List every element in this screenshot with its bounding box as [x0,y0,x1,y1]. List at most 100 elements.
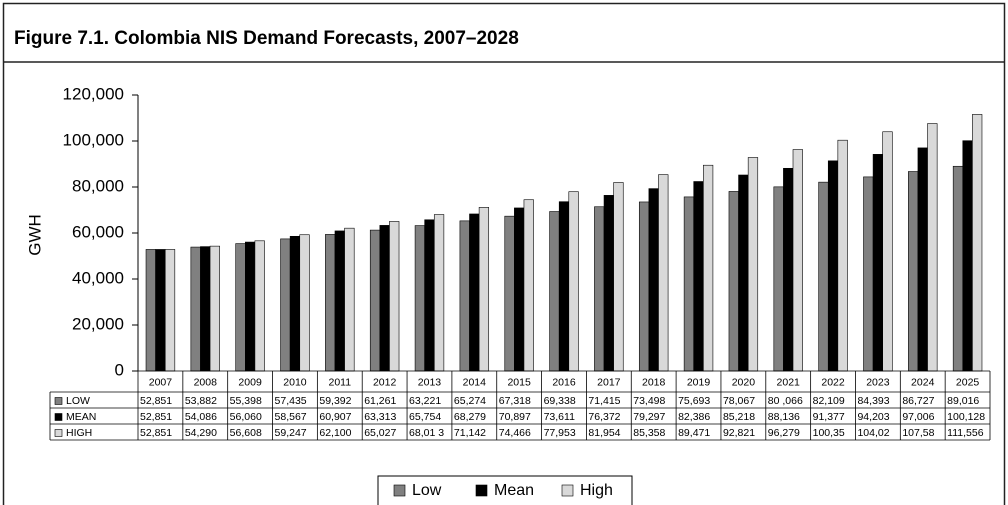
table-cell: 65,027 [364,427,396,439]
bar [459,220,470,372]
table-cell: 79,297 [633,411,665,423]
table-cell: 71,415 [588,395,620,407]
x-tick-label: 2023 [866,376,890,388]
table-cell: 67,318 [499,395,531,407]
table-cell: 70,897 [499,411,531,423]
table-cell: 88,136 [768,411,800,423]
bar [200,246,211,372]
bar [952,165,964,372]
x-tick-label: 2016 [552,376,576,388]
y-tick-label: 60,000 [72,222,124,241]
table-key [54,397,63,405]
y-tick-label: 100,000 [63,130,124,149]
bar [863,176,874,372]
table-cell: 61,261 [364,395,396,407]
legend-label: Mean [494,482,534,499]
x-tick-label: 2017 [597,376,621,388]
x-tick-label: 2013 [418,376,442,388]
y-tick-label: 0 [115,360,124,379]
table-cell: 96,279 [768,427,800,439]
x-tick-label: 2021 [777,376,801,388]
bar [245,241,256,372]
table-cell: 59,247 [275,427,307,439]
bar [908,171,919,372]
y-tick-label: 120,000 [63,84,124,103]
table-cell: 68,279 [454,411,486,423]
table-cell: 85,358 [633,427,665,439]
bar [414,225,425,372]
table-cell: 56,060 [230,411,262,423]
legend-swatch [561,484,574,497]
table-row-label: MEAN [66,411,96,423]
table-cell: 100,35 [813,427,845,439]
x-tick-label: 2024 [911,376,935,388]
table-cell: 80 ,066 [768,395,803,407]
x-tick-label: 2014 [463,376,487,388]
bar [568,191,579,372]
table-cell: 89,016 [947,395,979,407]
legend-swatch [475,484,488,497]
legend-swatch [393,484,406,497]
x-tick-label: 2009 [238,376,262,388]
x-tick-label: 2022 [821,376,845,388]
bar [738,174,749,372]
bar [962,140,973,372]
bar [648,188,659,372]
table-cell: 58,567 [275,411,307,423]
table-cell: 73,611 [544,411,575,423]
table-cell: 86,727 [902,395,934,407]
table-row-label: HIGH [66,427,92,439]
bar [818,181,829,372]
x-tick-label: 2025 [956,376,980,388]
table-cell: 82,386 [678,411,710,423]
x-tick-label: 2008 [194,376,218,388]
bar [504,215,515,372]
x-tick-label: 2015 [507,376,531,388]
bar [882,131,893,372]
table-cell: 54,086 [185,411,217,423]
y-axis-label: GWH [25,214,44,256]
bar [613,182,624,372]
x-tick-label: 2020 [732,376,756,388]
table-cell: 54,290 [185,427,217,439]
x-tick-label: 2010 [283,376,307,388]
bar [773,186,784,372]
x-tick-label: 2007 [149,376,173,388]
table-cell: 97,006 [902,411,934,423]
table-cell: 84,393 [857,395,889,407]
bar [514,207,525,372]
table-cell: 76,372 [588,411,620,423]
y-tick-label: 20,000 [72,314,124,333]
table-cell: 77,953 [544,427,576,439]
bar [379,225,390,372]
x-tick-label: 2012 [373,376,397,388]
bar [728,191,739,372]
bar [693,181,704,372]
legend-box [377,475,633,505]
bar [190,246,201,372]
bar [792,149,803,372]
y-tick-label: 80,000 [72,176,124,195]
table-cell: 91,377 [813,411,845,423]
bar [872,154,883,372]
table-cell: 78,067 [723,395,755,407]
bar [389,221,400,372]
table-cell: 65,754 [409,411,441,423]
legend-label: Low [412,482,442,499]
table-cell: 60,907 [319,411,351,423]
bar [638,201,650,372]
table-cell: 52,851 [140,411,172,423]
bar [155,249,166,372]
bar [325,234,336,372]
bar [658,174,669,372]
table-cell: 57,435 [275,395,307,407]
bar [783,167,794,372]
table-cell: 81,954 [588,427,620,439]
bar [164,249,176,372]
table-cell: 65,274 [454,395,486,407]
bar [289,235,301,372]
bar [280,238,291,372]
bar [603,195,614,372]
